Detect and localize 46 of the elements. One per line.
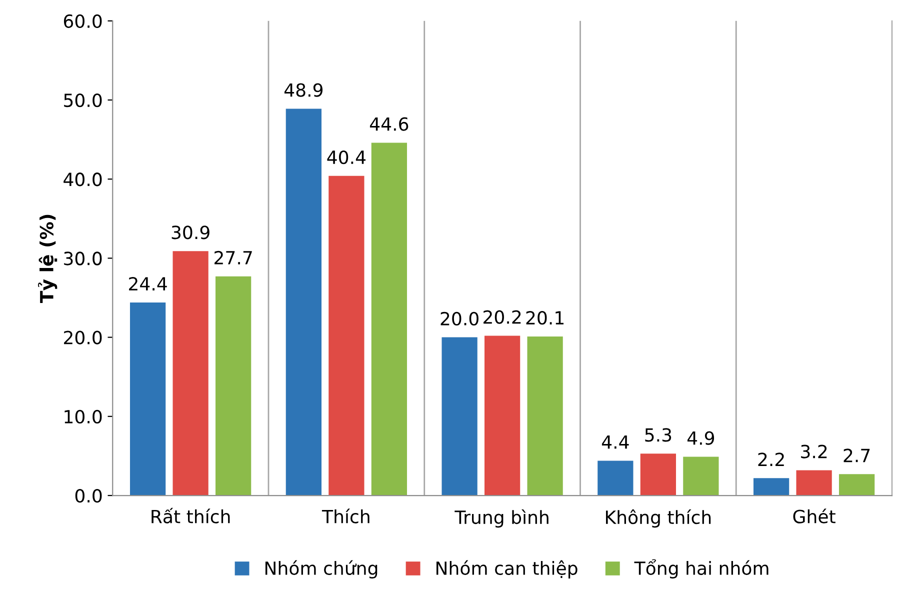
data-label: 4.4 — [602, 435, 629, 449]
data-label: 20.0 — [440, 312, 478, 326]
y-tick-label: 60.0 — [64, 14, 102, 28]
data-label: 2.2 — [758, 452, 784, 466]
bar — [442, 337, 478, 496]
x-tick-label: Không thích — [606, 509, 711, 528]
bar — [796, 470, 832, 496]
x-tick-label: Trung bình — [454, 509, 548, 528]
y-tick-label: 30.0 — [64, 252, 102, 266]
bar — [216, 276, 252, 496]
data-label: 4.9 — [687, 431, 714, 445]
y-axis-title: Tỷ lệ (%) — [38, 214, 58, 303]
y-tick-label: 0.0 — [75, 488, 102, 503]
bar — [838, 474, 875, 496]
y-tick-label: 50.0 — [64, 93, 102, 108]
data-label: 40.4 — [327, 150, 366, 164]
y-tick-label: 20.0 — [64, 330, 102, 344]
data-label: 24.4 — [129, 277, 167, 290]
data-label: 30.9 — [172, 226, 210, 240]
bar — [172, 251, 208, 496]
bar — [130, 302, 166, 496]
bar — [484, 336, 520, 496]
data-label: 20.2 — [484, 310, 521, 324]
data-label: 44.6 — [370, 117, 408, 131]
data-label: 2.7 — [844, 448, 870, 462]
bar — [640, 454, 676, 496]
bar — [527, 336, 563, 496]
x-tick-label: Rất thích — [152, 508, 230, 524]
bar — [328, 176, 364, 496]
bar — [753, 478, 790, 496]
legend-label: Nhóm can thiệp — [436, 560, 578, 579]
data-label: 3.2 — [801, 444, 827, 458]
legend-label: Nhóm chứng — [265, 560, 378, 579]
legend-label: Tổng hai nhóm — [634, 559, 768, 579]
bar — [371, 142, 407, 496]
data-label: 20.1 — [526, 311, 564, 325]
y-tick-label: 40.0 — [64, 172, 102, 186]
y-tick-label: 10.0 — [64, 410, 102, 424]
x-tick-label: Thích — [322, 508, 370, 524]
bar — [683, 456, 719, 496]
bar — [286, 108, 322, 496]
data-label: 5.3 — [645, 428, 672, 442]
data-label: 48.9 — [284, 83, 323, 97]
data-label: 27.7 — [214, 250, 252, 264]
bar — [598, 460, 634, 496]
x-tick-label: Ghét — [793, 508, 836, 524]
